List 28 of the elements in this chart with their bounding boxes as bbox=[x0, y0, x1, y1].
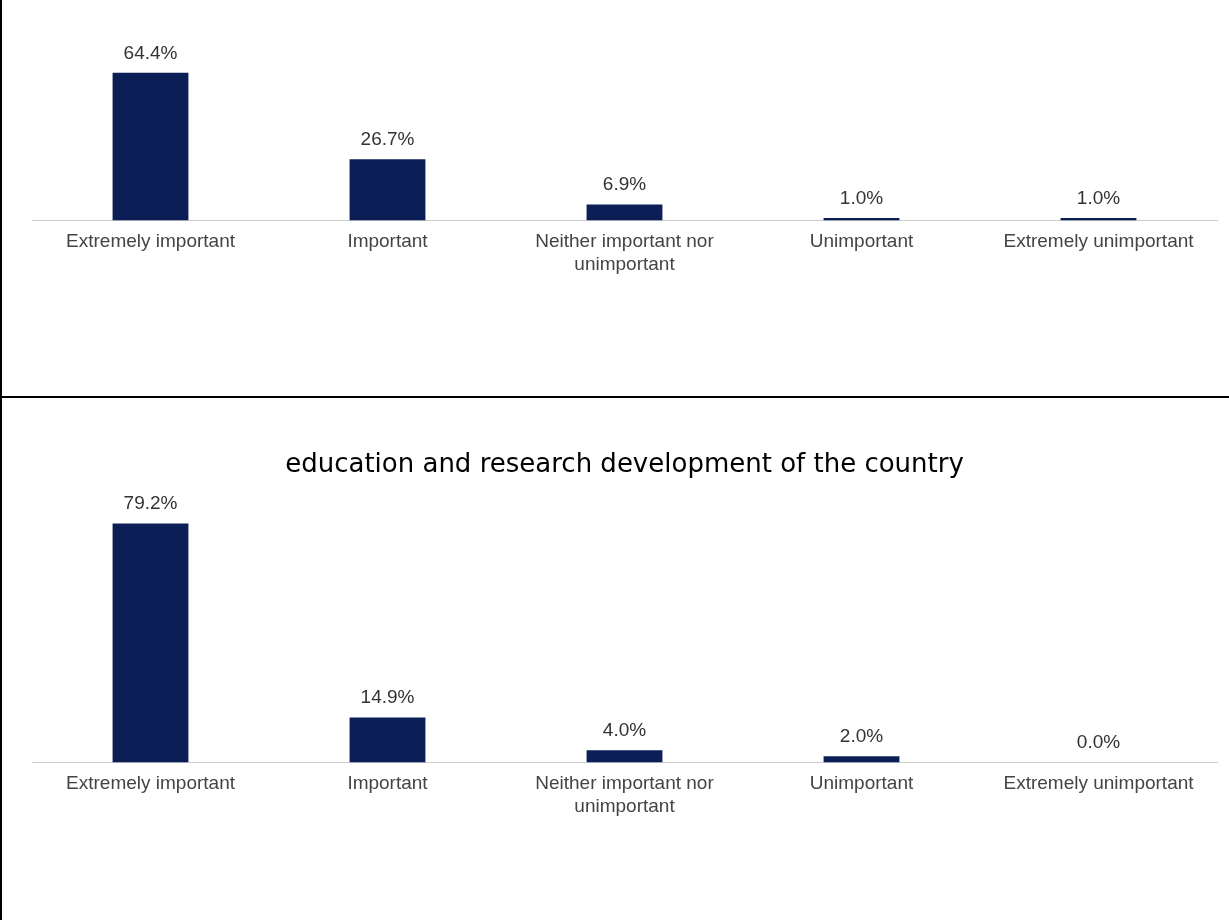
data-label: 79.2% bbox=[123, 492, 178, 514]
data-label: 6.9% bbox=[602, 173, 647, 195]
bar bbox=[349, 159, 426, 221]
bar bbox=[586, 204, 663, 221]
data-label: 14.9% bbox=[360, 686, 415, 708]
bar bbox=[112, 523, 189, 763]
data-label: 64.4% bbox=[123, 41, 178, 63]
data-label: 1.0% bbox=[839, 186, 884, 208]
x-tick-label: Extremely unimportant bbox=[1003, 772, 1195, 794]
x-tick-label: Extremely important bbox=[66, 230, 236, 252]
x-tick-label: Extremely unimportant bbox=[1003, 230, 1195, 252]
x-tick-label: Neither important nor unimportant bbox=[535, 230, 715, 274]
x-tick-label: Important bbox=[347, 230, 429, 252]
data-label: 4.0% bbox=[602, 719, 647, 741]
chart-title: education and research development of the country bbox=[285, 448, 964, 479]
bar bbox=[823, 756, 900, 763]
data-label: 0.0% bbox=[1076, 731, 1121, 753]
data-label: 1.0% bbox=[1076, 186, 1121, 208]
data-label: 2.0% bbox=[839, 725, 884, 747]
x-tick-label: Extremely important bbox=[66, 772, 236, 794]
x-tick-label: Unimportant bbox=[809, 230, 914, 252]
x-tick-label: Unimportant bbox=[809, 772, 914, 794]
bar bbox=[349, 717, 426, 763]
bar bbox=[112, 72, 189, 221]
data-label: 26.7% bbox=[360, 127, 415, 149]
bar bbox=[586, 750, 663, 763]
x-tick-label: Important bbox=[347, 772, 429, 794]
x-tick-label: Neither important nor unimportant bbox=[535, 772, 715, 816]
